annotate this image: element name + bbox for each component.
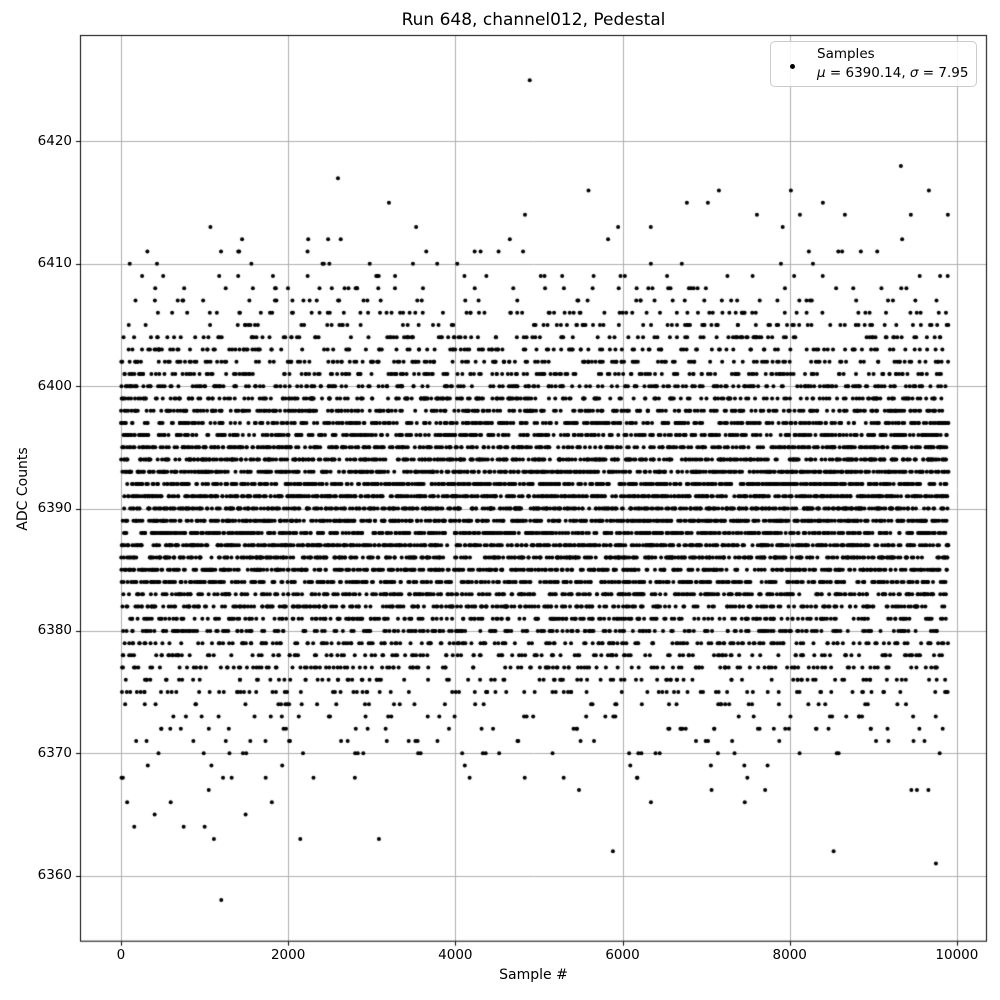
- y-tick-label: 6370: [37, 744, 72, 761]
- x-tick-label: 10000: [935, 947, 979, 963]
- x-tick-label: 0: [116, 947, 126, 963]
- x-tick-label: 2000: [270, 947, 306, 963]
- x-tick-label: 8000: [772, 947, 807, 963]
- x-axis-label: Sample #: [499, 967, 568, 983]
- legend-series-label: Samples: [817, 46, 875, 62]
- legend-marker-dot: [790, 64, 795, 69]
- x-tick-label: 4000: [438, 947, 473, 963]
- legend-stats-label: μ = 6390.14, σ = 7.95: [817, 65, 969, 81]
- y-tick-label: 6390: [37, 500, 72, 517]
- y-axis-label: ADC Counts: [15, 447, 31, 531]
- y-tick-label: 6420: [37, 132, 72, 149]
- plot-title: Run 648, channel012, Pedestal: [401, 10, 666, 30]
- x-tick-label: 6000: [605, 947, 640, 963]
- y-tick-label: 6380: [37, 622, 72, 639]
- y-tick-label: 6410: [37, 255, 72, 272]
- y-tick-label: 6400: [37, 377, 72, 394]
- y-tick-label: 6360: [37, 867, 72, 884]
- legend: Samples μ = 6390.14, σ = 7.95: [770, 41, 977, 87]
